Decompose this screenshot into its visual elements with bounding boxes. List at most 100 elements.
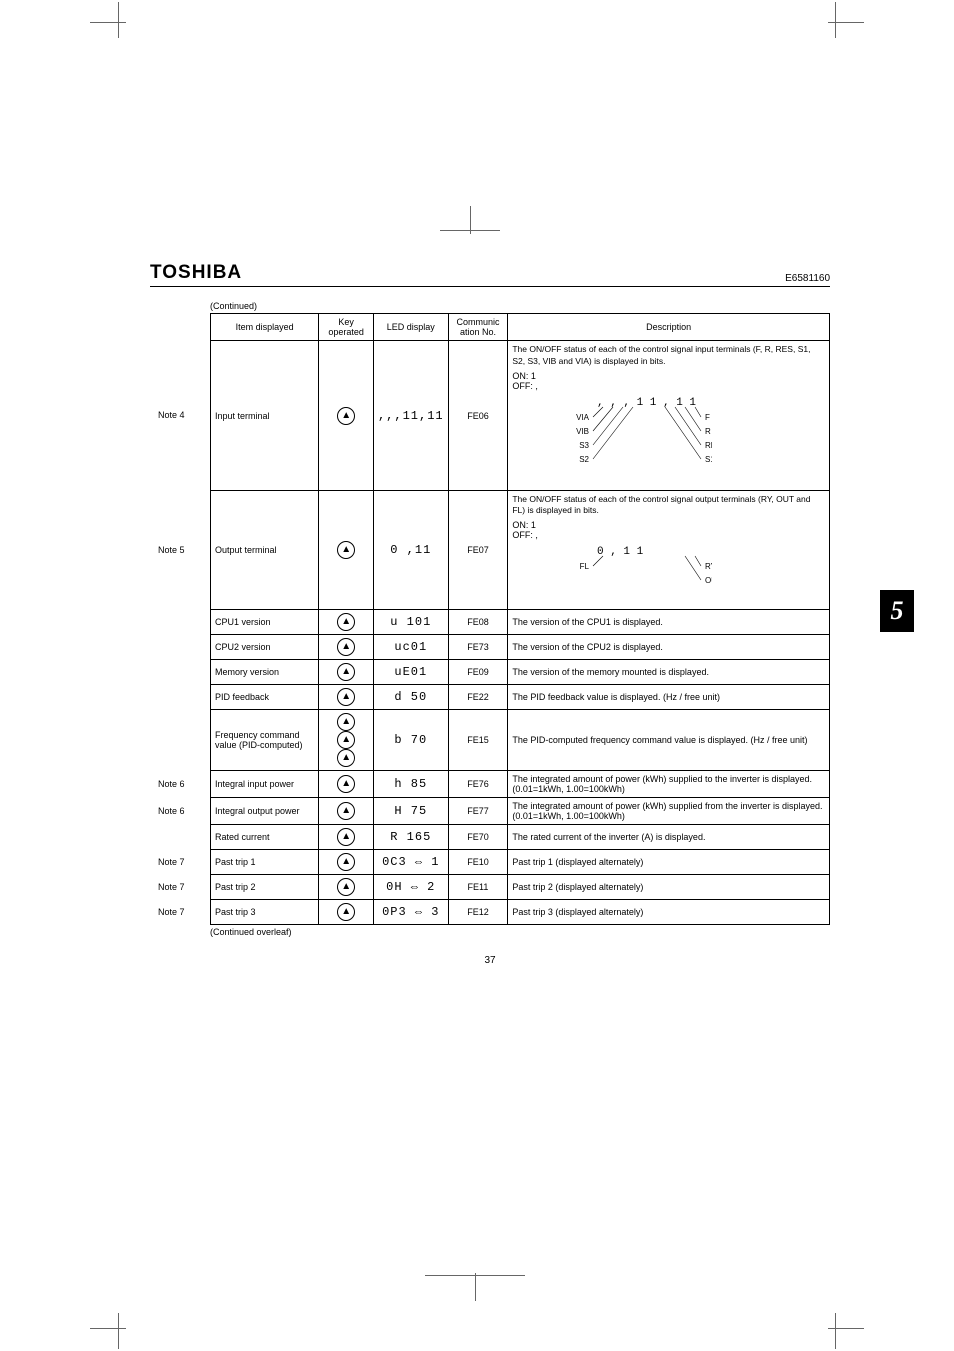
svg-text:S2: S2	[580, 455, 590, 464]
cell-desc: The version of the memory mounted is dis…	[508, 660, 830, 685]
document-number: E6581160	[785, 273, 830, 284]
cell-key: ▲	[319, 771, 374, 798]
cell-com: FE73	[448, 635, 508, 660]
cell-item: Past trip 2	[211, 875, 319, 900]
cell-desc: Past trip 3 (displayed alternately)	[508, 900, 830, 925]
up-key-icon: ▲	[337, 802, 355, 820]
cell-desc: The integrated amount of power (kWh) sup…	[508, 798, 830, 825]
up-key-icon: ▲	[337, 731, 355, 749]
cell-led: uE01	[373, 660, 448, 685]
up-key-icon: ▲	[337, 663, 355, 681]
cell-item: CPU2 version	[211, 635, 319, 660]
cell-key: ▲	[319, 660, 374, 685]
cell-item: Memory version	[211, 660, 319, 685]
up-key-icon: ▲	[337, 407, 355, 425]
table-row: Memory version ▲ uE01FE09The version of th…	[211, 660, 830, 685]
up-key-icon: ▲	[337, 828, 355, 846]
cell-key: ▲	[319, 491, 374, 610]
svg-text:FL: FL	[580, 562, 590, 571]
cell-item: PID feedback	[211, 685, 319, 710]
note-label: Note 6	[158, 779, 213, 789]
cell-com: FE76	[448, 771, 508, 798]
up-key-icon: ▲	[337, 775, 355, 793]
table-row: Input terminal▲,,,11,11FE06The ON/OFF st…	[211, 341, 830, 491]
col-header-desc: Description	[508, 314, 830, 341]
cell-led: H 75	[373, 798, 448, 825]
cell-item: Past trip 1	[211, 850, 319, 875]
cell-key: ▲▲▲	[319, 710, 374, 771]
up-key-icon: ▲	[337, 541, 355, 559]
terminal-diagram: 0 , 1 1 FL RY-RC OUT-NO	[512, 544, 712, 604]
cell-desc: The version of the CPU1 is displayed.	[508, 610, 830, 635]
cell-com: FE07	[448, 491, 508, 610]
cell-item: Input terminal	[211, 341, 319, 491]
svg-text:RY-RC: RY-RC	[705, 562, 712, 571]
svg-text:0 , 1 1: 0 , 1 1	[597, 546, 644, 558]
cell-com: FE11	[448, 875, 508, 900]
cell-com: FE22	[448, 685, 508, 710]
svg-text:S3: S3	[580, 441, 590, 450]
cell-item: Output terminal	[211, 491, 319, 610]
cell-item: Integral input power	[211, 771, 319, 798]
table-row: Frequency command value (PID-computed)▲▲…	[211, 710, 830, 771]
cell-com: FE70	[448, 825, 508, 850]
up-key-icon: ▲	[337, 688, 355, 706]
up-key-icon: ▲	[337, 903, 355, 921]
col-header-led: LED display	[373, 314, 448, 341]
up-key-icon: ▲	[337, 638, 355, 656]
col-header-com: Communic ation No.	[448, 314, 508, 341]
cell-com: FE12	[448, 900, 508, 925]
table-row: CPU1 version▲u 101FE08The version of the…	[211, 610, 830, 635]
table-row: Integral output power▲H 75FE77The integr…	[211, 798, 830, 825]
cell-desc: The PID-computed frequency command value…	[508, 710, 830, 771]
cell-led: 0C3 ⇔ 1	[373, 850, 448, 875]
svg-text:OUT-NO: OUT-NO	[705, 576, 712, 585]
cell-desc: The rated current of the inverter (A) is…	[508, 825, 830, 850]
cell-led: h 85	[373, 771, 448, 798]
svg-text:R: R	[705, 427, 711, 436]
table-row: PID feedback▲d 50FE22The PID feedback va…	[211, 685, 830, 710]
cell-key: ▲	[319, 610, 374, 635]
cell-com: FE10	[448, 850, 508, 875]
svg-text:F: F	[705, 413, 710, 422]
cell-led: 0P3 ⇔ 3	[373, 900, 448, 925]
page-number: 37	[150, 955, 830, 966]
up-key-icon: ▲	[337, 878, 355, 896]
cell-led: d 50	[373, 685, 448, 710]
cell-key: ▲	[319, 685, 374, 710]
note-label: Note 6	[158, 806, 213, 816]
brand-logo: TOSHIBA	[150, 262, 242, 284]
chapter-tab: 5	[880, 590, 914, 632]
note-label: Note 7	[158, 907, 213, 917]
cell-com: FE77	[448, 798, 508, 825]
table-row: Past trip 3▲0P3 ⇔ 3FE12Past trip 3 (disp…	[211, 900, 830, 925]
cell-item: Frequency command value (PID-computed)	[211, 710, 319, 771]
cell-key: ▲	[319, 635, 374, 660]
cell-led: b 70	[373, 710, 448, 771]
cell-led: R 165	[373, 825, 448, 850]
cell-key: ▲	[319, 900, 374, 925]
note-label: Note 4	[158, 410, 213, 420]
cell-led: 0 ,11	[373, 491, 448, 610]
cell-key: ▲	[319, 341, 374, 491]
table-header-row: Item displayed Key operated LED display …	[211, 314, 830, 341]
cell-key: ▲	[319, 798, 374, 825]
table-row: Output terminal ▲ 0 ,11FE07The ON/OFF stat…	[211, 491, 830, 610]
page-header: TOSHIBA E6581160	[150, 262, 830, 287]
up-key-icon: ▲	[337, 613, 355, 631]
cell-key: ▲	[319, 850, 374, 875]
cell-desc: The ON/OFF status of each of the control…	[508, 491, 830, 610]
cell-item: Rated current	[211, 825, 319, 850]
cell-com: FE09	[448, 660, 508, 685]
svg-text:RES: RES	[705, 441, 712, 450]
cell-led: ,,,11,11	[373, 341, 448, 491]
cell-led: uc01	[373, 635, 448, 660]
terminal-diagram: , , , 1 1 , 1 1VIAVIBS3S2FRRESS1	[512, 395, 712, 485]
up-key-icon: ▲	[337, 713, 355, 731]
table-row: Past trip 1▲0C3 ⇔ 1FE10Past trip 1 (disp…	[211, 850, 830, 875]
continued-overleaf: (Continued overleaf)	[210, 927, 830, 937]
table-row: CPU2 version▲uc01FE73The version of the …	[211, 635, 830, 660]
col-header-item: Item displayed	[211, 314, 319, 341]
page-content: TOSHIBA E6581160 (Continued) Item displa…	[150, 262, 830, 937]
cell-desc: The integrated amount of power (kWh) sup…	[508, 771, 830, 798]
